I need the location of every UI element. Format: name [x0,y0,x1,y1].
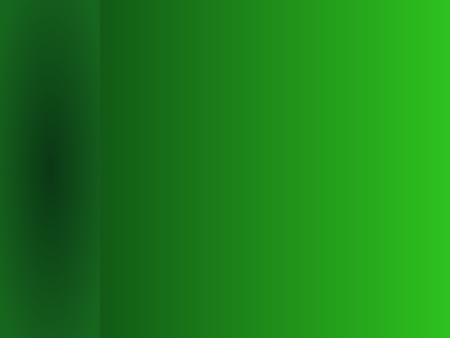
Text: •: • [154,177,159,186]
Text: Point Sources e.g., stacks or vents: Point Sources e.g., stacks or vents [159,84,315,93]
Polygon shape [64,52,126,98]
Polygon shape [63,248,92,283]
Text: •: • [154,251,159,260]
Text: •: • [154,274,159,283]
Text: Factors Affecting Dispersion of pollutants in the Atmosphere: Factors Affecting Dispersion of pollutan… [140,139,424,161]
Text: Area Sources e.g., landfills, ponds, storage piles: Area Sources e.g., landfills, ponds, sto… [159,98,377,106]
Polygon shape [97,248,127,285]
Text: AMBIENT AIR CONCENTRATION MODELING: AMBIENT AIR CONCENTRATION MODELING [140,51,388,64]
Text: •: • [154,223,159,232]
Text: Emission rate of pollutant: Emission rate of pollutant [159,177,276,186]
Text: Atmospheric stability: Atmospheric stability [159,285,256,294]
Text: Exit velocity of the gas: Exit velocity of the gas [159,200,263,209]
Text: •: • [154,84,159,93]
Polygon shape [100,250,124,284]
Text: Volume Sources e.g., conveyors, structures with multiple
vents: Volume Sources e.g., conveyors, structur… [159,111,418,130]
Text: •: • [154,262,159,271]
Text: •: • [154,212,159,220]
Text: •: • [154,111,159,120]
Text: •: • [154,98,159,106]
Text: Wind direction: Wind direction [159,262,225,271]
Text: •: • [154,285,159,294]
Polygon shape [91,106,99,114]
Text: Ambient temperature: Ambient temperature [159,274,261,283]
Text: Meteorological Conditions: Meteorological Conditions [149,239,275,249]
Text: Source Characteristics: Source Characteristics [149,165,259,175]
Bar [134,41,137,301]
Text: Stack height: Stack height [159,188,216,197]
Bar [56,41,134,301]
Polygon shape [70,54,120,96]
Bar [64,100,126,106]
Text: •: • [154,188,159,197]
Text: Types of Pollutant Sources: Types of Pollutant Sources [146,70,303,80]
Text: Stack diameter: Stack diameter [159,223,229,232]
Text: •: • [154,200,159,209]
Text: Exit temperature of the gas: Exit temperature of the gas [159,212,285,220]
Text: Wind velocity: Wind velocity [159,251,220,260]
